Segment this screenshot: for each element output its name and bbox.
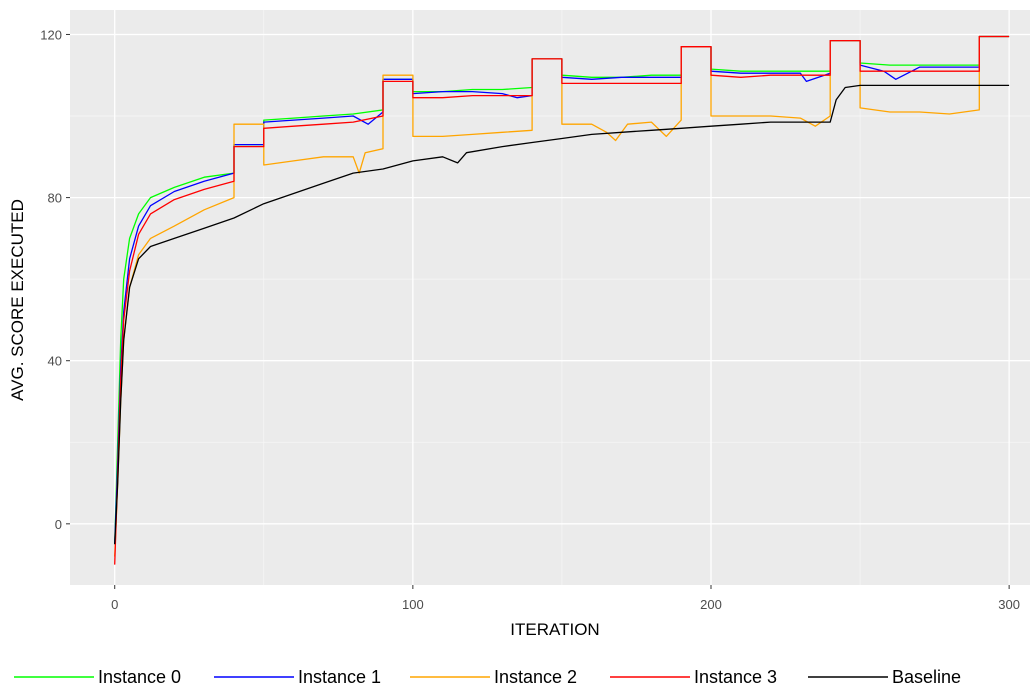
series-line-baseline (114, 84, 1010, 545)
y-tick-label: 0 (55, 517, 62, 532)
y-axis-title: AVG. SCORE EXECUTED (8, 199, 27, 401)
series-lines (114, 35, 1010, 565)
legend-label-baseline: Baseline (892, 667, 961, 687)
y-tick-label: 120 (40, 27, 62, 42)
legend-label-instance-0: Instance 0 (98, 667, 181, 687)
panel-background (70, 10, 1030, 585)
x-tick-label: 0 (111, 597, 118, 612)
major-gridlines (70, 10, 1030, 585)
x-tick-label: 300 (998, 597, 1020, 612)
legend-label-instance-3: Instance 3 (694, 667, 777, 687)
x-tick-label: 200 (700, 597, 722, 612)
legend: Instance 0 Instance 1 Instance 2 Instance 3… (14, 667, 961, 687)
legend-label-instance-1: Instance 1 (298, 667, 381, 687)
y-tick-label: 40 (48, 354, 62, 369)
x-axis-ticks: 0 100 200 300 (111, 585, 1020, 612)
y-tick-label: 80 (48, 191, 62, 206)
x-tick-label: 100 (402, 597, 424, 612)
legend-label-instance-2: Instance 2 (494, 667, 577, 687)
series-line-instance-3 (114, 35, 1010, 565)
x-axis-title: ITERATION (510, 620, 599, 639)
y-axis-ticks: 0 40 80 120 (40, 27, 70, 532)
